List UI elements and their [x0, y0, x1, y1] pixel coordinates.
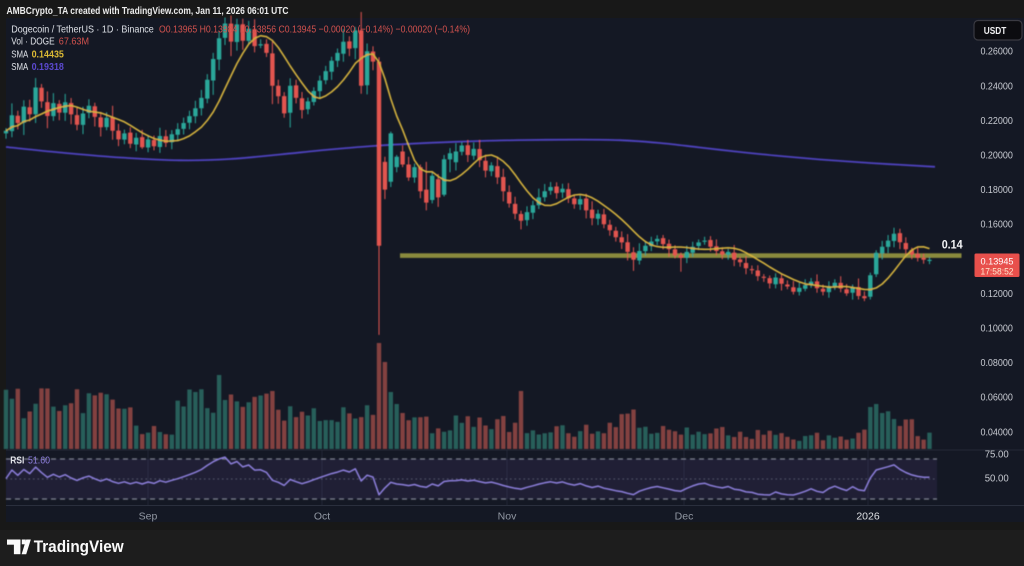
- svg-text:2026: 2026: [856, 511, 880, 523]
- svg-text:0.26000: 0.26000: [980, 47, 1013, 58]
- svg-text:Vol · DOGE: Vol · DOGE: [11, 35, 54, 47]
- svg-text:0.22000: 0.22000: [980, 116, 1013, 127]
- svg-text:0.20000: 0.20000: [980, 151, 1013, 162]
- svg-text:0.24000: 0.24000: [980, 81, 1013, 92]
- svg-text:0.13945: 0.13945: [981, 257, 1014, 268]
- svg-text:SMA: SMA: [11, 61, 28, 73]
- svg-text:0.19318: 0.19318: [32, 61, 64, 73]
- svg-text:0.16000: 0.16000: [980, 220, 1013, 231]
- svg-text:17:58:52: 17:58:52: [981, 267, 1014, 278]
- svg-text:O0.13965 H0.13984 L0.13856: O0.13965 H0.13984 L0.13856 C0.13945 −0.0…: [159, 24, 470, 36]
- svg-text:Nov: Nov: [498, 511, 517, 523]
- svg-text:0.08000: 0.08000: [980, 358, 1013, 369]
- svg-text:51.60: 51.60: [28, 456, 50, 467]
- svg-text:AMBCrypto_TA created with Trad: AMBCrypto_TA created with TradingView.co…: [7, 5, 289, 17]
- svg-text:RSI: RSI: [10, 456, 24, 467]
- svg-text:0.10000: 0.10000: [980, 324, 1013, 335]
- svg-text:0.06000: 0.06000: [980, 393, 1013, 404]
- svg-text:0.14435: 0.14435: [32, 49, 64, 61]
- svg-text:Sep: Sep: [139, 511, 158, 523]
- svg-text:Oct: Oct: [314, 511, 330, 523]
- svg-text:TradingView: TradingView: [34, 538, 124, 556]
- svg-text:0.14: 0.14: [942, 240, 964, 252]
- svg-text:0.12000: 0.12000: [980, 289, 1013, 300]
- svg-text:0.04000: 0.04000: [980, 427, 1013, 438]
- svg-text:Dec: Dec: [675, 511, 694, 523]
- svg-text:USDT: USDT: [984, 25, 1007, 37]
- svg-text:67.63M: 67.63M: [59, 35, 89, 47]
- svg-text:75.00: 75.00: [985, 450, 1009, 461]
- svg-text:SMA: SMA: [11, 49, 28, 61]
- svg-text:Dogecoin / TetherUS · 1D · Bin: Dogecoin / TetherUS · 1D · Binance: [11, 24, 154, 36]
- svg-text:50.00: 50.00: [985, 474, 1009, 485]
- svg-text:0.18000: 0.18000: [980, 185, 1013, 196]
